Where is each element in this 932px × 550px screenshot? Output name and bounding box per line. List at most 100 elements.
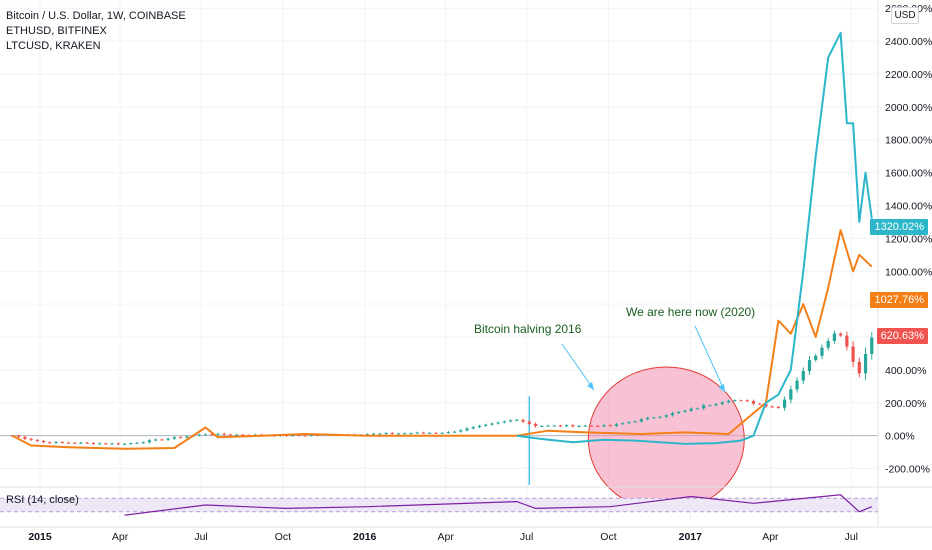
btc-candle-body [17, 435, 21, 437]
y-tick-label: 1800.00% [885, 135, 932, 147]
y-tick-label: 2000.00% [885, 102, 932, 114]
halving-arrowhead [587, 382, 594, 390]
btc-candle-body [315, 435, 320, 437]
btc-candle-body [502, 421, 506, 423]
btc-candle-body [602, 425, 606, 427]
btc-candle-body [633, 421, 637, 423]
rsi-legend-label[interactable]: RSI (14, close) [6, 494, 79, 506]
btc-candle-body [129, 443, 133, 445]
legend-compare-eth[interactable]: ETHUSD, BITFINEX [6, 25, 107, 37]
btc-candle-body [527, 421, 531, 424]
btc-candle-body [677, 411, 681, 414]
btc-candle-body [23, 436, 27, 439]
btc-candle-body [210, 434, 214, 436]
btc-candle-body [141, 442, 145, 444]
btc-candle-body [870, 337, 874, 354]
time-axis[interactable]: 2015 Apr Jul Oct 2016 Apr Jul Oct 2017 Apr Jul [0, 526, 932, 543]
x-tick-label: 2015 [28, 531, 52, 543]
btc-candle-body [60, 442, 64, 444]
btc-candle-body [104, 443, 108, 445]
eth-price-tag: 1320.02% [870, 219, 928, 235]
btc-candle-body [789, 389, 793, 400]
btc-candle-body [166, 438, 170, 440]
y-tick-label: 1200.00% [885, 233, 932, 245]
btc-candle-body [91, 442, 96, 444]
btc-candle-body [714, 404, 718, 406]
btc-candle-body [172, 437, 176, 439]
btc-candle-body [54, 442, 58, 444]
btc-candle-body [733, 400, 737, 402]
btc-candle-body [726, 400, 731, 403]
btc-candle-body [197, 434, 201, 436]
btc-candle-body [689, 408, 693, 411]
btc-candle-body [421, 432, 426, 434]
y-tick-label: 1600.00% [885, 168, 932, 180]
btc-candle-body [98, 443, 102, 445]
halving-arrow-line [561, 343, 595, 391]
btc-candle-body [795, 380, 799, 390]
btc-candle-body [41, 441, 46, 443]
btc-candle-body [409, 433, 413, 435]
btc-candle-body [85, 442, 89, 444]
here-now-annotation: We are here now (2020) [626, 305, 755, 319]
btc-candle-body [782, 399, 787, 408]
btc-candle-body [29, 438, 33, 440]
btc-candle-body [546, 425, 550, 427]
btc-candle-body [216, 433, 220, 435]
btc-candle-body [509, 420, 513, 422]
btc-candle-body [652, 417, 656, 419]
btc-candle-body [571, 425, 575, 427]
chart-legend: Bitcoin / U.S. Dollar, 1W, COINBASE ETHU… [6, 9, 186, 54]
btc-candle-body [565, 425, 569, 427]
btc-candle-body [396, 433, 401, 435]
btc-candle-body [291, 435, 295, 437]
btc-candle-body [583, 425, 587, 427]
y-tick-label: 0.00% [885, 431, 915, 443]
currency-button[interactable]: USD [891, 7, 919, 24]
rsi-line [124, 494, 873, 516]
ltc-line [12, 229, 873, 450]
btc-candle-body [540, 425, 544, 427]
rsi-pane[interactable] [0, 486, 932, 516]
x-tick-label: Apr [437, 531, 454, 543]
btc-candle-body [533, 423, 538, 427]
btc-candle-body [845, 335, 849, 347]
btc-candle-body [147, 440, 152, 443]
btc-candle-body [621, 423, 625, 425]
btc-candle-body [203, 434, 208, 436]
btc-candle-body [48, 442, 52, 444]
btc-candle-body [122, 443, 127, 445]
btc-candle-body [708, 405, 712, 407]
btc-candle-body [465, 428, 469, 431]
btc-candle-body [758, 403, 762, 405]
btc-candle-body [739, 400, 743, 402]
btc-candle-body [372, 433, 376, 435]
btc-candle-body [832, 333, 837, 341]
btc-candle-body [751, 401, 756, 404]
btc-candle-body [154, 439, 158, 441]
btc-candle-body [459, 430, 463, 432]
price-axis[interactable]: 2600.00%2400.00%2200.00%2000.00%1800.00%… [877, 0, 932, 527]
btc-candles [10, 330, 874, 446]
compare-lines [12, 31, 873, 450]
ltc-price-tag: 1027.76% [870, 292, 928, 308]
btc-candle-body [589, 425, 594, 427]
legend-compare-ltc[interactable]: LTCUSD, KRAKEN [6, 40, 101, 52]
btc-candle-body [857, 361, 861, 374]
btc-candle-body [222, 433, 226, 435]
y-tick-label: -200.00% [885, 464, 930, 476]
btc-candle-body [683, 410, 687, 412]
halving-annotation: Bitcoin halving 2016 [474, 322, 582, 336]
btc-candle-body [297, 435, 301, 437]
annotations: Bitcoin halving 2016 We are here now (202… [474, 305, 755, 393]
btc-candle-body [73, 442, 77, 444]
btc-candle-body [658, 416, 662, 418]
legend-main-series[interactable]: Bitcoin / U.S. Dollar, 1W, COINBASE [6, 10, 186, 22]
here-now-arrowhead [718, 384, 725, 392]
btc-candle-body [745, 400, 749, 402]
btc-candle-body [309, 435, 313, 437]
btc-candle-body [695, 408, 700, 410]
btc-candle-body [484, 424, 488, 426]
btc-candle-body [235, 434, 239, 436]
